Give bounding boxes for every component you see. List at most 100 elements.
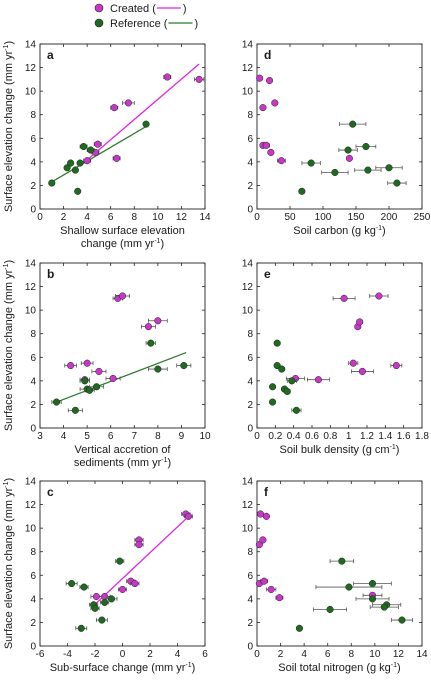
x-tick-label: 1.8 xyxy=(415,431,429,442)
unit-superscript: -1 xyxy=(161,457,167,464)
panel-a: 0 2 4 6 8 10 12 14 0 2 4 6 8 10 12 14 a Shallow surface e… xyxy=(3,40,211,251)
data-point-reference xyxy=(344,146,352,154)
y-tick-label: 10 xyxy=(242,306,254,317)
data-point-reference xyxy=(68,579,76,588)
x-tick-label: -2 xyxy=(91,649,100,660)
panel-b: 3 4 5 6 7 8 9 10 0 2 4 6 8 10 12 14 b Vertical accretion … xyxy=(3,259,211,470)
data-point-created xyxy=(255,541,263,549)
unit-close: ) xyxy=(3,260,15,264)
data-point-created xyxy=(92,592,100,601)
data-point-created xyxy=(275,594,283,602)
data-point-created xyxy=(113,154,121,162)
x-tick-label: 0 xyxy=(37,212,43,223)
data-point-created xyxy=(259,104,267,112)
y-tick-label: 2 xyxy=(30,618,36,629)
unit-close: ) xyxy=(396,444,400,456)
unit-superscript: -1 xyxy=(390,444,396,451)
data-point-reference xyxy=(326,605,334,614)
plot-frame xyxy=(256,480,423,647)
y-tick-label: 4 xyxy=(247,594,253,605)
plot-frame xyxy=(39,262,206,429)
x-axis-label-text: Soil carbon (g kg xyxy=(293,225,376,237)
x-tick-label: 8 xyxy=(349,649,355,660)
x-tick-label: 7 xyxy=(132,431,138,442)
y-tick-label: 10 xyxy=(25,524,37,535)
y-tick-label: 8 xyxy=(247,110,253,121)
data-point-created xyxy=(67,361,75,370)
fit-line-created xyxy=(84,63,200,163)
y-tick-label: 2 xyxy=(247,400,253,411)
data-point-reference xyxy=(52,398,61,406)
x-tick-label: 1 xyxy=(346,431,352,442)
data-point-reference xyxy=(80,583,88,591)
legend-label-reference: Reference ( xyxy=(110,18,168,30)
data-point-reference xyxy=(385,164,393,172)
data-point-reference xyxy=(81,377,89,385)
data-point-created xyxy=(260,577,268,585)
panel-f: 0 2 4 6 8 10 12 14 0 2 4 6 8 10 12 14 f Soil total nitrog… xyxy=(242,477,428,675)
x-tick-label: 6 xyxy=(108,212,114,223)
data-point-reference xyxy=(107,595,116,603)
x-tick-label: -4 xyxy=(63,649,72,660)
data-point-reference xyxy=(154,365,162,373)
data-point-reference xyxy=(295,624,303,632)
y-tick-label: 12 xyxy=(242,500,254,511)
x-tick-label: 9 xyxy=(179,431,185,442)
y-tick-label: 8 xyxy=(30,547,36,558)
y-tick-label: 4 xyxy=(247,376,253,387)
unit-superscript: -1 xyxy=(154,238,160,245)
data-point-created xyxy=(95,367,103,375)
data-point-created xyxy=(375,292,383,300)
data-point-reference xyxy=(269,383,277,391)
y-tick-label: 0 xyxy=(30,205,36,216)
x-tick-label: 0 xyxy=(254,212,260,223)
data-point-created xyxy=(109,374,117,383)
data-point-created xyxy=(154,317,162,325)
unit-superscript: -1 xyxy=(3,263,10,269)
unit-close: ) xyxy=(167,457,171,469)
data-point-reference xyxy=(116,557,124,565)
y-tick-label: 14 xyxy=(242,40,254,51)
data-point-created xyxy=(83,157,91,165)
data-point-reference xyxy=(91,604,99,612)
data-point-reference xyxy=(288,377,296,385)
x-tick-label: 12 xyxy=(393,649,405,660)
data-point-reference xyxy=(307,159,315,167)
x-tick-label: 4 xyxy=(301,649,307,660)
data-point-reference xyxy=(292,406,300,414)
data-point-created xyxy=(314,376,322,384)
legend-marker-reference xyxy=(94,18,104,28)
data-point-reference xyxy=(298,187,306,195)
y-tick-label: 0 xyxy=(30,642,36,653)
y-axis-label: Surface elevation change (mm yr-1) xyxy=(3,260,15,431)
data-point-created xyxy=(144,323,152,331)
x-tick-label: 2 xyxy=(61,212,67,223)
x-tick-label: 5 xyxy=(84,431,90,442)
data-point-reference xyxy=(278,365,286,373)
data-point-reference xyxy=(48,179,56,187)
x-axis-label: Sub-surface change (mm yr-1) xyxy=(50,662,196,674)
data-point-created xyxy=(392,361,400,370)
panel-letter: f xyxy=(264,485,269,499)
data-point-reference xyxy=(71,406,79,414)
y-axis-label: Surface elevation change (mm yr-1) xyxy=(3,41,15,212)
data-point-reference xyxy=(398,616,406,624)
data-point-reference xyxy=(180,361,188,370)
unit-close: ) xyxy=(397,662,401,674)
x-axis-label: change (mm yr-1) xyxy=(81,238,164,250)
y-tick-label: 6 xyxy=(247,353,253,364)
panel-letter: d xyxy=(264,48,271,62)
panel-letter: a xyxy=(47,48,54,62)
unit-superscript: -1 xyxy=(391,662,397,669)
y-tick-label: 8 xyxy=(247,547,253,558)
plot-frame xyxy=(256,262,423,429)
y-tick-label: 14 xyxy=(25,40,37,51)
y-tick-label: 4 xyxy=(247,157,253,168)
data-point-reference xyxy=(74,187,82,195)
y-tick-label: 2 xyxy=(30,181,36,192)
data-point-created xyxy=(259,536,267,544)
x-tick-label: 6 xyxy=(325,649,331,660)
x-tick-label: 0.2 xyxy=(268,431,282,442)
x-tick-label: 0.8 xyxy=(323,431,337,442)
data-point-reference xyxy=(368,579,377,588)
